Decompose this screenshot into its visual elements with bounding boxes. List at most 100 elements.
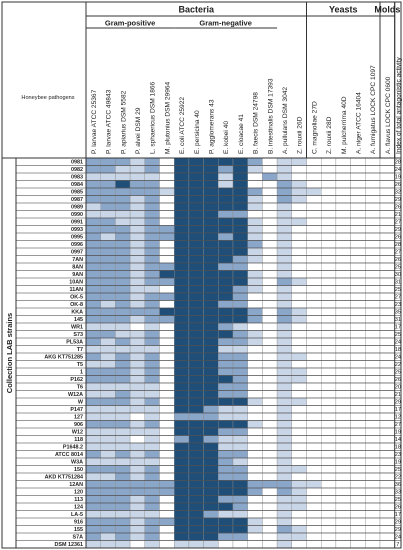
cell-r23-c20 [379, 330, 395, 339]
cell-r38-c20 [379, 442, 395, 451]
cell-r47-c13 [276, 510, 293, 519]
row-strain-label: 0985 [71, 190, 83, 196]
cell-r31-c2 [115, 390, 131, 399]
cell-r32-c6 [173, 397, 190, 406]
cell-r42-c14 [291, 472, 307, 481]
cell-r40-c19 [365, 457, 381, 466]
row-index-value: 29 [395, 520, 401, 526]
cell-r29-c8 [203, 375, 219, 384]
cell-r2-c17 [335, 172, 351, 181]
column-header-7: E. persicina 40 [194, 110, 201, 154]
cell-r35-c11 [247, 420, 263, 429]
cell-r21-c10 [232, 315, 248, 324]
cell-r28-c2 [115, 367, 131, 376]
cell-r27-c16 [321, 360, 337, 369]
cell-r39-c8 [203, 450, 219, 459]
cell-r27-c17 [335, 360, 351, 369]
cell-r11-c19 [365, 240, 381, 249]
cell-r26-c15 [306, 352, 322, 361]
row-index-value: 27 [395, 422, 401, 428]
cell-r6-c17 [335, 202, 351, 211]
row-index-value: 21 [395, 392, 401, 398]
cell-r39-c9 [218, 450, 234, 459]
cell-r7-c18 [350, 210, 366, 219]
cell-r44-c19 [365, 487, 381, 496]
cell-r39-c3 [129, 450, 146, 459]
cell-r0-c19 [365, 157, 381, 166]
cell-r50-c1 [100, 532, 116, 541]
row-strain-label: 0997 [71, 250, 83, 256]
cell-r32-c2 [115, 397, 131, 406]
cell-r4-c1 [100, 187, 116, 196]
cell-r24-c5 [159, 337, 175, 346]
cell-r8-c0 [85, 217, 101, 226]
cell-r7-c19 [365, 210, 381, 219]
cell-r19-c13 [276, 300, 293, 309]
row-index-value: 26 [395, 505, 401, 511]
cell-r6-c11 [247, 202, 263, 211]
row-index-value: 29 [395, 400, 401, 406]
cell-r17-c15 [306, 285, 322, 294]
cell-r6-c20 [379, 202, 395, 211]
cell-r51-c17 [335, 540, 351, 549]
cell-r17-c14 [291, 285, 307, 294]
cell-r33-c20 [379, 405, 395, 414]
cell-r20-c14 [291, 307, 307, 316]
cell-r37-c4 [144, 435, 160, 444]
cell-r47-c1 [100, 510, 116, 519]
cell-r42-c5 [159, 472, 175, 481]
cell-r16-c4 [144, 277, 160, 286]
cell-r3-c17 [335, 180, 351, 189]
cell-r40-c3 [129, 457, 146, 466]
cell-r46-c10 [232, 502, 248, 511]
cell-r1-c16 [321, 165, 337, 174]
cell-r7-c3 [129, 210, 146, 219]
cell-r3-c3 [129, 180, 146, 189]
cell-r12-c4 [144, 247, 160, 256]
cell-r32-c5 [159, 397, 175, 406]
cell-r47-c10 [232, 510, 248, 519]
cell-r32-c17 [335, 397, 351, 406]
cell-r48-c17 [335, 517, 351, 526]
cell-r45-c7 [188, 495, 204, 504]
cell-r17-c16 [321, 285, 337, 294]
row-strain-label: 0993 [71, 227, 83, 233]
cell-r43-c14 [291, 480, 307, 489]
cell-r29-c2 [115, 375, 131, 384]
cell-r33-c9 [218, 405, 234, 414]
cell-r13-c18 [350, 255, 366, 264]
cell-r51-c14 [291, 540, 307, 549]
cell-r0-c8 [203, 157, 219, 166]
cell-r43-c16 [321, 480, 337, 489]
cell-r10-c3 [129, 232, 146, 241]
cell-r0-c6 [173, 157, 190, 166]
cell-r13-c9 [218, 255, 234, 264]
cell-r37-c9 [218, 435, 234, 444]
cell-r17-c3 [129, 285, 146, 294]
cell-r22-c2 [115, 322, 131, 331]
cell-r30-c10 [232, 382, 248, 391]
cell-r15-c2 [115, 270, 131, 279]
cell-r44-c8 [203, 487, 219, 496]
cell-r23-c12 [262, 330, 278, 339]
cell-r20-c17 [335, 307, 351, 316]
cell-r12-c8 [203, 247, 219, 256]
cell-r23-c14 [291, 330, 307, 339]
cell-r41-c18 [350, 465, 366, 474]
cell-r32-c12 [262, 397, 278, 406]
row-strain-label: PL53A [66, 340, 83, 346]
cell-r6-c13 [276, 202, 293, 211]
cell-r0-c5 [159, 157, 175, 166]
cell-r22-c13 [276, 322, 293, 331]
cell-r50-c18 [350, 532, 366, 541]
cell-r32-c9 [218, 397, 234, 406]
cell-r39-c16 [321, 450, 337, 459]
cell-r49-c10 [232, 525, 248, 534]
cell-r25-c11 [247, 345, 263, 354]
row-strain-label: AKG KT751285 [44, 355, 83, 361]
cell-r5-c16 [321, 195, 337, 204]
cell-r33-c19 [365, 405, 381, 414]
cell-r34-c2 [115, 412, 131, 421]
cell-r5-c3 [129, 195, 146, 204]
cell-r42-c16 [321, 472, 337, 481]
